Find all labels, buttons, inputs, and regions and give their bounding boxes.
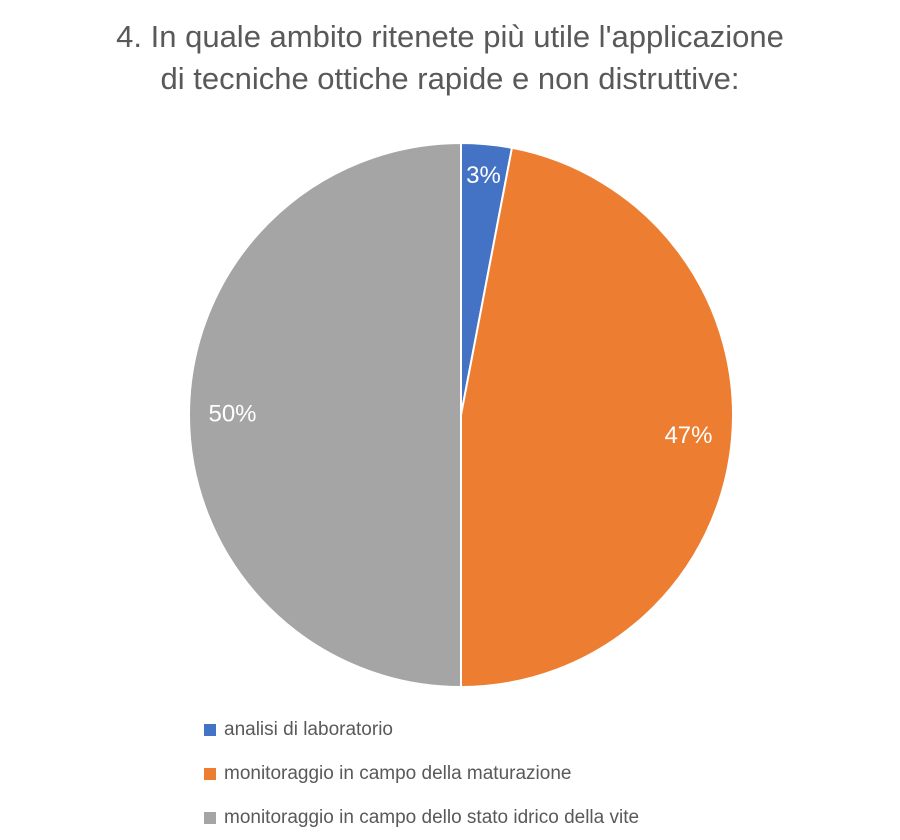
data-label-maturazione: 47% — [664, 422, 712, 449]
pie-slice-stato-idrico — [188, 141, 462, 689]
legend-item-maturazione: monitoraggio in campo della maturazione — [204, 752, 639, 796]
legend-label: analisi di laboratorio — [224, 719, 393, 740]
legend-swatch — [204, 812, 216, 824]
legend-label: monitoraggio in campo dello stato idrico… — [224, 807, 640, 828]
chart-title: 4. In quale ambito ritenete più utile l'… — [0, 16, 900, 100]
pie-slice-maturazione — [460, 146, 734, 689]
legend-label: monitoraggio in campo della maturazione — [224, 763, 572, 784]
data-label-stato-idrico: 50% — [208, 400, 256, 427]
pie-data-labels: 3% 47% 50% — [208, 162, 712, 449]
legend-item-analisi: analisi di laboratorio — [204, 708, 639, 752]
legend: analisi di laboratorio monitoraggio in c… — [204, 708, 639, 840]
legend-item-stato-idrico: monitoraggio in campo dello stato idrico… — [204, 796, 639, 840]
legend-swatch — [204, 768, 216, 780]
legend-swatch — [204, 724, 216, 736]
chart-title-line-1: 4. In quale ambito ritenete più utile l'… — [116, 19, 784, 54]
pie-slices — [188, 141, 734, 689]
pie-chart: 3% 47% 50% — [188, 141, 734, 689]
data-label-analisi: 3% — [466, 162, 501, 189]
chart-title-line-2: di tecniche ottiche rapide e non distrut… — [160, 61, 740, 96]
